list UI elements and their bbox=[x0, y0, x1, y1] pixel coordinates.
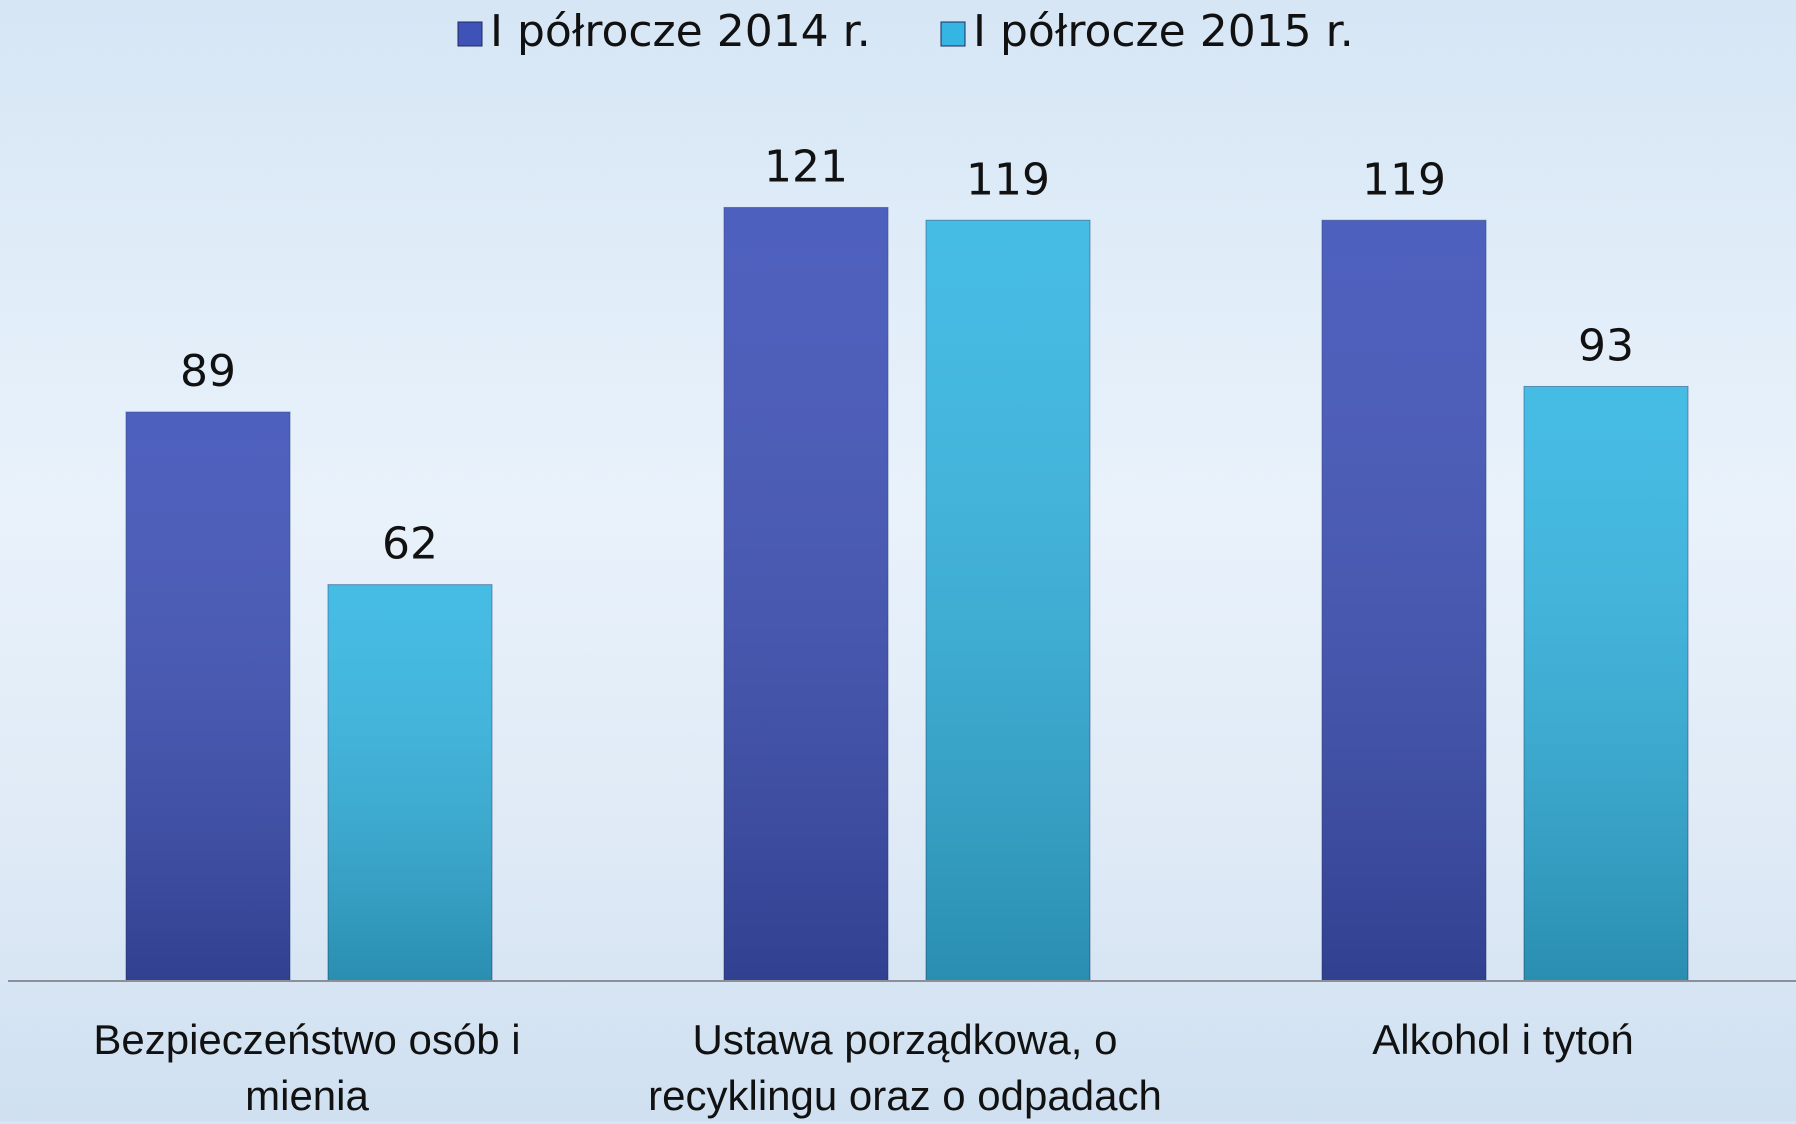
bar-shade bbox=[1524, 386, 1688, 981]
x-tick-label: Bezpieczeństwo osób i mienia bbox=[93, 1016, 521, 1119]
legend-swatch bbox=[457, 21, 483, 47]
value-label: 89 bbox=[180, 346, 236, 397]
value-label: 119 bbox=[966, 154, 1050, 205]
bar-shade bbox=[328, 584, 492, 981]
x-tick-label: Alkohol i tytoń bbox=[1372, 1016, 1634, 1063]
value-label: 62 bbox=[382, 519, 438, 570]
value-label: 93 bbox=[1578, 320, 1634, 371]
value-label: 121 bbox=[764, 141, 848, 192]
legend-label: I półrocze 2015 r. bbox=[973, 6, 1354, 57]
value-label: 119 bbox=[1362, 154, 1446, 205]
legend-swatch bbox=[940, 21, 966, 47]
legend-label: I półrocze 2014 r. bbox=[490, 6, 871, 57]
x-tick-label: Ustawa porządkowa, o recyklingu oraz o o… bbox=[648, 1016, 1162, 1119]
bar-shade bbox=[926, 220, 1090, 981]
bar-shade bbox=[724, 207, 888, 981]
bar-shade bbox=[1322, 220, 1486, 981]
bar-shade bbox=[126, 412, 290, 981]
